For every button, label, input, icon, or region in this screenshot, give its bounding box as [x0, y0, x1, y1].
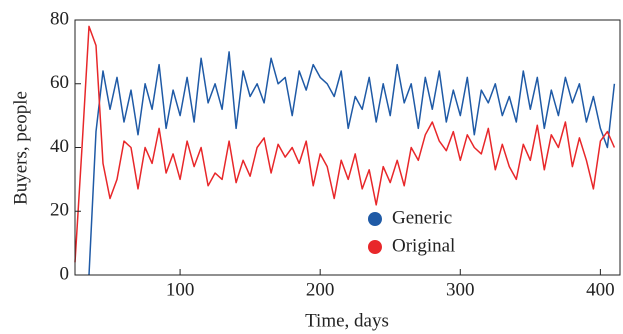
x-tick-label: 400 — [586, 279, 615, 300]
y-tick-label: 80 — [50, 8, 69, 29]
y-tick-label: 20 — [50, 200, 69, 221]
x-axis-label: Time, days — [305, 310, 389, 331]
x-tick-label: 200 — [306, 279, 335, 300]
y-tick-label: 0 — [60, 263, 70, 284]
x-tick-label: 100 — [166, 279, 195, 300]
legend-label: Original — [392, 235, 455, 256]
plot-frame — [74, 19, 621, 276]
legend-marker — [368, 240, 382, 254]
series-line — [74, 25, 616, 263]
legend-label: Generic — [392, 207, 452, 228]
y-axis-label: Buyers, people — [10, 91, 31, 205]
legend-marker — [368, 212, 382, 226]
series-line — [88, 51, 616, 276]
x-tick-label: 300 — [446, 279, 475, 300]
y-tick-label: 60 — [50, 72, 69, 93]
y-tick-label: 40 — [50, 136, 69, 157]
